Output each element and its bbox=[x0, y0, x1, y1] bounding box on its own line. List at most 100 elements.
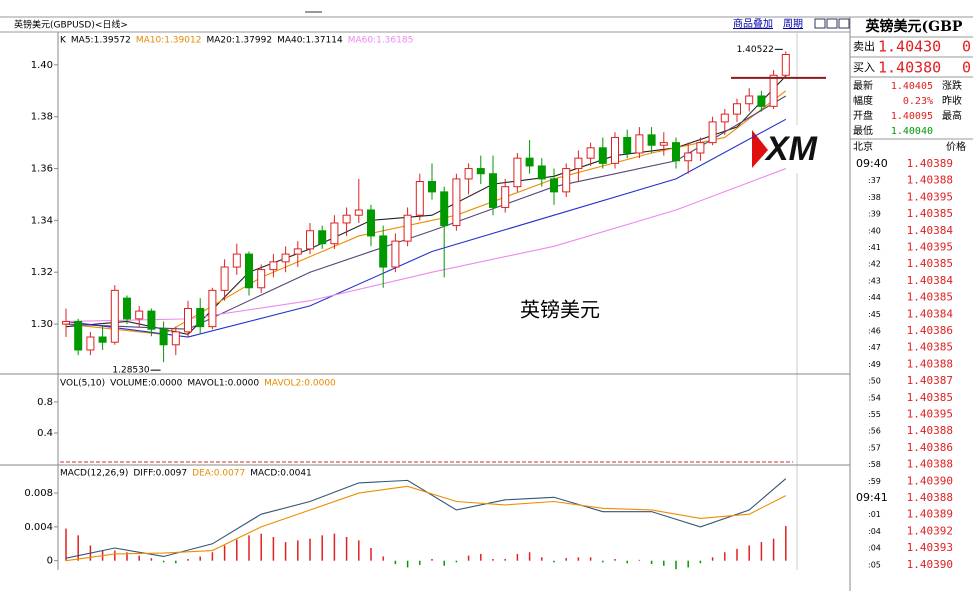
candle-body bbox=[672, 142, 680, 162]
candle-body bbox=[684, 152, 693, 162]
y-tick-label: 1.40 bbox=[31, 60, 53, 71]
chart-header-title: 英镑美元(GBPUSD)<日线> bbox=[14, 19, 128, 31]
tick-time: :40 bbox=[868, 226, 881, 235]
candle-body bbox=[635, 134, 644, 154]
tick-price: 1.40392 bbox=[907, 524, 953, 537]
candle-body bbox=[232, 253, 241, 268]
tick-price: 1.40385 bbox=[907, 391, 953, 404]
tick-time: :01 bbox=[868, 510, 881, 519]
tick-time: 09:40 bbox=[856, 157, 888, 170]
tick-price: 1.40395 bbox=[907, 241, 953, 254]
candle-body bbox=[110, 289, 119, 343]
legend-item: MAVOL2:0.0000 bbox=[264, 379, 336, 389]
stat-label: 最新 bbox=[853, 79, 873, 92]
y-tick-label: 1.36 bbox=[31, 164, 53, 175]
candle-body bbox=[647, 134, 656, 146]
view-buttons[interactable] bbox=[814, 18, 850, 29]
y-tick-label: 0.004 bbox=[24, 522, 53, 533]
stat-label: 涨跌 bbox=[942, 79, 962, 92]
candle-body bbox=[696, 142, 705, 154]
macd-line bbox=[65, 478, 787, 559]
legend-item: MA5:1.39572 bbox=[71, 36, 131, 46]
button[interactable] bbox=[826, 18, 838, 29]
tick-time: :04 bbox=[868, 544, 881, 553]
legend-item: K bbox=[60, 36, 67, 46]
tick-time: :43 bbox=[868, 276, 881, 285]
candle-body bbox=[293, 248, 302, 255]
y-tick-label: 1.32 bbox=[31, 267, 53, 278]
candle-body bbox=[159, 328, 168, 346]
candle-body bbox=[769, 74, 778, 107]
candle-body bbox=[367, 209, 375, 237]
candle-body bbox=[586, 147, 595, 159]
legend-item: MACD(12,26,9) bbox=[60, 469, 128, 479]
tick-price: 1.40384 bbox=[907, 307, 954, 320]
tick-time: :45 bbox=[868, 310, 881, 319]
candle-body bbox=[611, 136, 619, 164]
high-label: 1.40522 bbox=[737, 45, 774, 55]
stat-label: 最高 bbox=[942, 109, 962, 122]
candle-body bbox=[781, 54, 790, 76]
candle-body bbox=[391, 240, 400, 268]
tick-price: 1.40385 bbox=[907, 291, 953, 304]
candle-body bbox=[537, 165, 546, 180]
tick-time: :57 bbox=[868, 443, 881, 452]
link[interactable]: 商品叠加 bbox=[733, 17, 773, 30]
tick-price: 1.40393 bbox=[907, 541, 953, 554]
candle-body bbox=[62, 320, 70, 325]
link[interactable]: 周期 bbox=[783, 18, 803, 30]
tick-price: 1.40388 bbox=[907, 424, 953, 437]
candle-body bbox=[135, 310, 144, 320]
y-tick-label: 0 bbox=[47, 556, 53, 567]
tick-time: :47 bbox=[868, 343, 881, 352]
tick-price: 1.40388 bbox=[907, 357, 953, 370]
candle-body bbox=[74, 320, 83, 351]
tick-price: 1.40385 bbox=[907, 341, 953, 354]
candle-body bbox=[415, 181, 424, 216]
macd-line bbox=[65, 485, 787, 562]
tick-price: 1.40389 bbox=[907, 157, 953, 170]
tick-price: 1.40384 bbox=[907, 224, 954, 237]
candle-body bbox=[281, 253, 290, 263]
tick-price: 1.40395 bbox=[907, 190, 953, 203]
stat-label: 昨收 bbox=[942, 94, 962, 107]
candle-body bbox=[733, 103, 741, 115]
tick-time: :58 bbox=[868, 460, 881, 469]
tick-time: :56 bbox=[868, 427, 881, 436]
tick-time: :44 bbox=[868, 293, 881, 302]
candle-body bbox=[428, 181, 436, 193]
logo: XM bbox=[748, 125, 842, 173]
quote-price: 1.40430 bbox=[878, 38, 941, 56]
candle-body bbox=[513, 157, 522, 188]
tick-price: 1.40388 bbox=[907, 458, 953, 471]
tick-time: :41 bbox=[868, 243, 881, 252]
tick-price: 1.40390 bbox=[907, 558, 953, 571]
legend-item: MAVOL1:0.0000 bbox=[187, 379, 259, 389]
legend-item: MA60:1.36185 bbox=[348, 36, 414, 46]
candle-body bbox=[623, 136, 632, 154]
tick-time: :04 bbox=[868, 527, 881, 536]
tick-price: 1.40386 bbox=[907, 324, 953, 337]
candle-body bbox=[208, 289, 217, 328]
quote-title: 英镑美元(GBP bbox=[865, 18, 963, 35]
candle-body bbox=[245, 253, 253, 289]
y-tick-label: 0.8 bbox=[37, 397, 53, 408]
tick-price: 1.40388 bbox=[907, 174, 953, 187]
quote-label: 卖出 bbox=[853, 39, 875, 53]
button[interactable] bbox=[814, 18, 826, 29]
tick-time: :55 bbox=[868, 410, 881, 419]
y-tick-label: 0.4 bbox=[37, 428, 53, 439]
candle-body bbox=[220, 266, 229, 291]
button[interactable] bbox=[838, 18, 850, 29]
tick-time: :59 bbox=[868, 477, 881, 486]
logo-text: XM bbox=[764, 130, 818, 168]
tick-time: :37 bbox=[868, 176, 881, 185]
low-label: 1.28530 bbox=[112, 366, 149, 376]
tick-time: :54 bbox=[868, 393, 881, 402]
tick-time: :50 bbox=[868, 377, 881, 386]
tick-price: 1.40387 bbox=[907, 374, 953, 387]
candle-body bbox=[598, 147, 607, 164]
quote-volume: 0 bbox=[962, 38, 971, 56]
